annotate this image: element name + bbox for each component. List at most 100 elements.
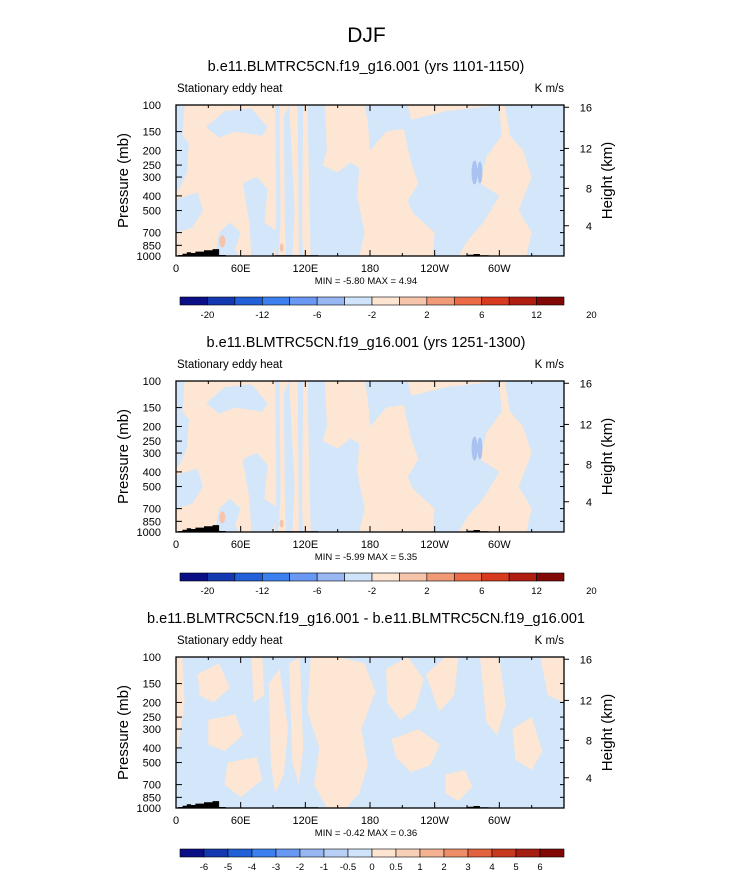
y2-tick-label: 4: [586, 773, 592, 785]
colorbar-label: 2: [441, 862, 446, 873]
y-tick-label: 850: [143, 240, 161, 252]
panel-title: b.e11.BLMTRC5CN.f19_g16.001 (yrs 1251-13…: [207, 335, 526, 351]
contour-negative: [275, 381, 281, 532]
colorbar-swatch: [453, 296, 483, 306]
x-tick-label: 60E: [231, 815, 251, 827]
y2-tick-label: 12: [580, 419, 592, 431]
right-string: K m/s: [535, 359, 565, 371]
y-tick-label: 150: [143, 127, 161, 139]
colorbar-label: 0: [369, 862, 374, 873]
panel-title: b.e11.BLMTRC5CN.f19_g16.001 (yrs 1101-11…: [208, 59, 525, 75]
contour-negative: [364, 105, 414, 151]
colorbar-label: -3: [272, 862, 280, 873]
x-tick-label: 60W: [488, 539, 511, 551]
x-tick-label: 180: [361, 815, 379, 827]
colorbar-label: -20: [201, 586, 215, 597]
colorbar-swatch: [467, 848, 493, 858]
y2-tick-label: 8: [586, 459, 592, 471]
y-tick-label: 200: [143, 697, 161, 709]
x-tick-label: 0: [173, 263, 179, 275]
colorbar-label: 1: [417, 862, 422, 873]
contour-positive: [426, 657, 459, 712]
colorbar-label: 4: [489, 862, 494, 873]
colorbar-swatch: [299, 848, 325, 858]
colorbar-swatch: [261, 572, 291, 582]
colorbar-swatch: [481, 296, 510, 306]
panel-p2: b.e11.BLMTRC5CN.f19_g16.001 (yrs 1251-13…: [115, 335, 616, 597]
y-tick-label: 300: [143, 172, 161, 184]
colorbar-swatch: [323, 848, 349, 858]
y2-axis-title: Height (km): [599, 418, 616, 496]
colorbar-label: -6: [313, 310, 321, 321]
colorbar-label: 0.5: [389, 862, 402, 873]
contour-strong-negative: [471, 160, 478, 185]
right-string: K m/s: [535, 635, 565, 647]
contour-positive: [307, 657, 376, 808]
y2-tick-label: 16: [580, 378, 592, 390]
min-max-label: MIN = -0.42 MAX = 0.36: [315, 828, 417, 839]
colorbar-swatch: [539, 848, 565, 858]
x-tick-label: 60W: [488, 263, 511, 275]
colorbar-swatch: [289, 572, 318, 582]
x-tick-label: 0: [173, 539, 179, 551]
contour-strong-negative: [477, 161, 483, 184]
colorbar-label: -5: [224, 862, 232, 873]
min-max-label: MIN = -5.99 MAX = 5.35: [315, 552, 417, 563]
left-string: Stationary eddy heat: [177, 359, 283, 371]
colorbar-swatch: [419, 848, 445, 858]
colorbar-label: 6: [479, 310, 484, 321]
contour-positive: [208, 714, 243, 752]
colorbar-label: 12: [531, 586, 542, 597]
contour-positive: [391, 729, 441, 773]
y-tick-label: 300: [143, 724, 161, 736]
contour-strong-negative: [477, 437, 483, 460]
colorbar-swatch: [316, 296, 345, 306]
y-tick-label: 150: [143, 403, 161, 415]
contour-negative: [214, 222, 241, 256]
colorbar-swatch: [426, 572, 455, 582]
y2-tick-label: 12: [580, 143, 592, 155]
y2-axis-title: Height (km): [599, 142, 616, 220]
x-tick-label: 120E: [292, 263, 318, 275]
y-tick-label: 500: [143, 206, 161, 218]
colorbar-swatch: [234, 296, 263, 306]
y-tick-label: 400: [143, 743, 161, 755]
y-tick-label: 400: [143, 191, 161, 203]
colorbar-swatch: [371, 848, 397, 858]
colorbar-swatch: [481, 572, 510, 582]
colorbar-swatch: [316, 572, 345, 582]
colorbar-swatch: [536, 296, 565, 306]
colorbar-swatch: [399, 296, 428, 306]
contour-negative: [364, 381, 414, 427]
contour-negative: [206, 384, 268, 414]
contour-negative: [214, 498, 241, 532]
contour-negative: [402, 105, 502, 256]
y-tick-label: 150: [143, 679, 161, 691]
colorbar-swatch: [179, 572, 208, 582]
x-tick-label: 120E: [292, 815, 318, 827]
panel-title: b.e11.BLMTRC5CN.f19_g16.001 - b.e11.BLMT…: [147, 611, 585, 627]
colorbar-swatch: [491, 848, 517, 858]
colorbar-swatch: [508, 572, 537, 582]
colorbar-swatch: [347, 848, 373, 858]
contour-negative: [206, 108, 268, 138]
contour-negative: [242, 453, 279, 532]
contour-positive: [386, 657, 424, 720]
colorbar-swatch: [289, 296, 318, 306]
x-tick-label: 180: [361, 539, 379, 551]
y-tick-label: 200: [143, 421, 161, 433]
y2-tick-label: 4: [586, 497, 592, 509]
y-tick-label: 700: [143, 780, 161, 792]
panel-p1: b.e11.BLMTRC5CN.f19_g16.001 (yrs 1101-11…: [115, 59, 616, 321]
y-tick-label: 1000: [137, 527, 161, 539]
contour-negative: [297, 105, 304, 256]
y-tick-label: 500: [143, 758, 161, 770]
colorbar-swatch: [536, 572, 565, 582]
y-tick-label: 100: [143, 100, 161, 112]
contour-positive: [268, 669, 289, 794]
contour-positive: [540, 657, 564, 703]
colorbar-swatch: [261, 296, 291, 306]
colorbar-swatch: [207, 296, 236, 306]
y-axis-title: Pressure (mb): [115, 133, 132, 228]
